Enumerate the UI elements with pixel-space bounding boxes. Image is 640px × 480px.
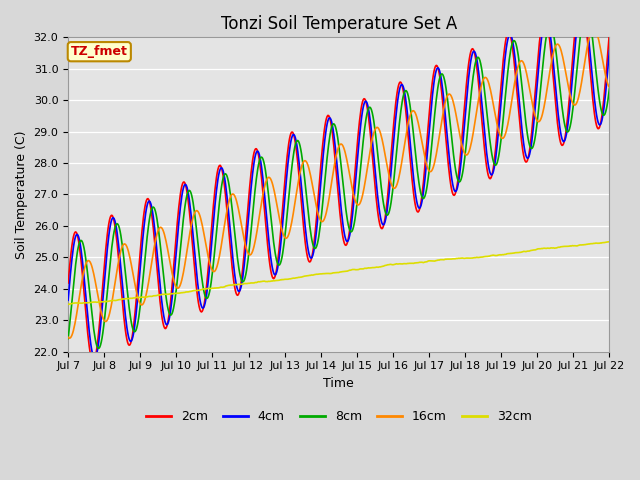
Y-axis label: Soil Temperature (C): Soil Temperature (C)	[15, 130, 28, 259]
Text: TZ_fmet: TZ_fmet	[71, 45, 128, 58]
X-axis label: Time: Time	[323, 377, 354, 390]
Legend: 2cm, 4cm, 8cm, 16cm, 32cm: 2cm, 4cm, 8cm, 16cm, 32cm	[141, 405, 537, 428]
Title: Tonzi Soil Temperature Set A: Tonzi Soil Temperature Set A	[221, 15, 457, 33]
